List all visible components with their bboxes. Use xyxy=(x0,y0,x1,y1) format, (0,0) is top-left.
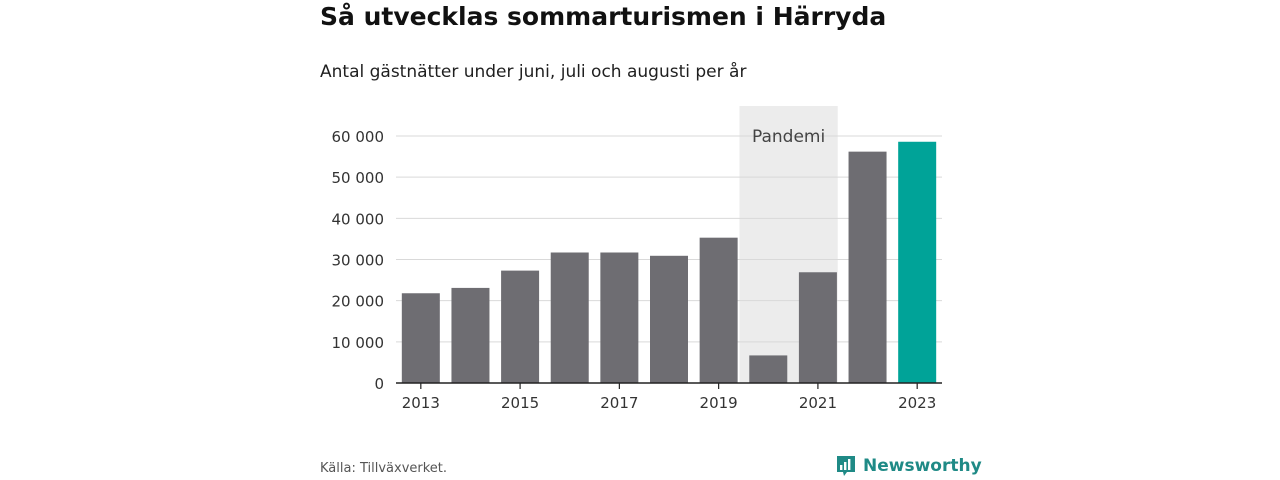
chart-title: Så utvecklas sommarturismen i Härryda xyxy=(320,2,887,31)
bar-2015 xyxy=(501,270,540,383)
x-tick-label: 2017 xyxy=(600,394,638,412)
y-tick-label: 60 000 xyxy=(332,128,385,146)
x-tick-label: 2021 xyxy=(799,394,837,412)
bar-2021 xyxy=(798,272,837,383)
x-tick-label: 2015 xyxy=(501,394,539,412)
chart-subtitle: Antal gästnätter under juni, juli och au… xyxy=(320,62,747,82)
brand-name: Newsworthy xyxy=(863,456,982,476)
annotation-label: Pandemi xyxy=(752,127,825,147)
bar-2023 xyxy=(898,141,937,383)
x-tick-label: 2023 xyxy=(898,394,936,412)
y-tick-label: 30 000 xyxy=(332,252,385,270)
bar-2020 xyxy=(749,355,788,383)
bar-2013 xyxy=(401,293,440,383)
y-tick-label: 50 000 xyxy=(332,169,385,187)
chart-bubble-icon xyxy=(837,456,855,476)
x-tick-label: 2019 xyxy=(700,394,738,412)
source-note: Källa: Tillväxverket. xyxy=(320,461,448,476)
y-tick-label: 20 000 xyxy=(332,293,385,311)
bar-2022 xyxy=(848,151,887,383)
bar-2019 xyxy=(699,237,738,383)
x-tick-label: 2013 xyxy=(402,394,440,412)
bar-2017 xyxy=(600,252,639,383)
brand-logo: Newsworthy xyxy=(835,454,982,478)
bar-2018 xyxy=(650,255,688,383)
y-tick-label: 10 000 xyxy=(332,334,385,352)
bar-2016 xyxy=(550,252,589,383)
y-tick-label: 40 000 xyxy=(332,210,385,228)
y-tick-label: 0 xyxy=(374,375,384,393)
bar-2014 xyxy=(451,287,490,383)
